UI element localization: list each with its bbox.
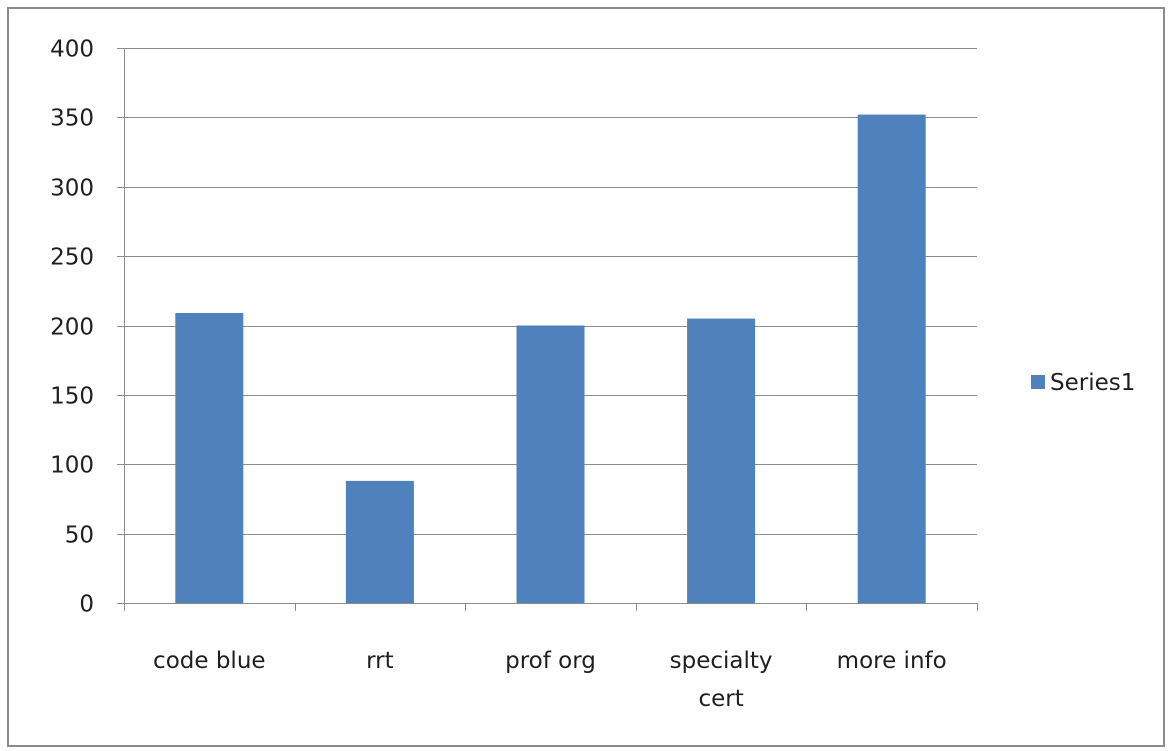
y-tick-labels: 0 50 100 150 200 250 300 350 400	[50, 37, 94, 618]
x-tick-label: rrt	[366, 648, 394, 674]
bar-code-blue	[175, 313, 244, 603]
y-tick-label: 250	[50, 245, 94, 271]
y-tick-label: 150	[50, 384, 94, 410]
x-tick-label-line: code blue	[153, 648, 266, 674]
legend-swatch-series1	[1031, 375, 1045, 389]
bar-prof-org	[516, 325, 585, 603]
x-tick-label: specialty cert	[670, 648, 773, 712]
legend-label-series1: Series1	[1050, 370, 1135, 396]
y-tick-label: 300	[50, 176, 94, 202]
x-tick-label-line: more info	[837, 648, 947, 674]
y-tick-label: 0	[79, 592, 94, 618]
x-tick-label-line: cert	[698, 686, 743, 712]
x-tick-label: prof org	[505, 648, 596, 674]
y-tick-label: 100	[50, 453, 94, 479]
y-tick-label: 400	[50, 37, 94, 63]
bar-specialty-cert	[687, 318, 756, 603]
bar-more-info	[857, 114, 926, 603]
y-tick-label: 350	[50, 106, 94, 132]
gridlines	[124, 48, 977, 535]
bars	[175, 114, 926, 603]
x-tick-label-line: prof org	[505, 648, 596, 674]
axes	[117, 48, 978, 611]
y-tick-label: 50	[65, 523, 94, 549]
x-tick-label: code blue	[153, 648, 266, 674]
x-tick-label: more info	[837, 648, 947, 674]
x-tick-labels: code blue rrt prof org specialty cert more in…	[153, 648, 947, 712]
y-tick-label: 200	[50, 315, 94, 341]
legend: Series1	[1031, 370, 1135, 396]
x-tick-label-line: specialty	[670, 648, 773, 674]
x-tick-label-line: rrt	[366, 648, 394, 674]
bar-rrt	[345, 480, 414, 603]
